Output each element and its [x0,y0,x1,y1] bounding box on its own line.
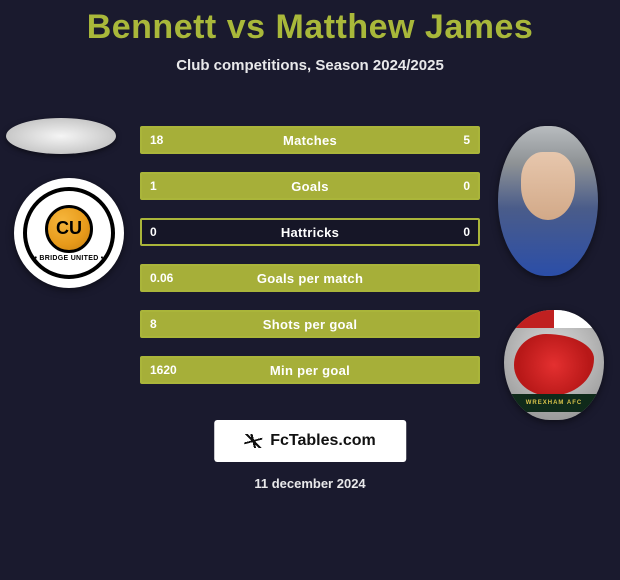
footer-date: 11 december 2024 [0,476,620,491]
stat-row: 10Goals [140,172,480,200]
stat-row: 1620Min per goal [140,356,480,384]
comparison-card: Bennett vs Matthew James Club competitio… [0,0,620,580]
player-photo-right [498,126,598,276]
brand-badge: FcTables.com [214,420,406,462]
stat-label: Goals per match [142,266,478,290]
subtitle: Club competitions, Season 2024/2025 [0,57,620,74]
club-logo-right: WREXHAM AFC [504,310,604,420]
stat-label: Shots per goal [142,312,478,336]
club-band-right: WREXHAM AFC [504,394,604,412]
club-initials-left: CU [45,205,93,253]
stat-label: Goals [142,174,478,198]
club-ribbon-left: • BRIDGE UNITED • [34,255,103,262]
brand-label: FcTables.com [270,432,376,450]
club-logo-left: CU • BRIDGE UNITED • [14,178,124,288]
stat-row: 0.06Goals per match [140,264,480,292]
stat-row: 185Matches [140,126,480,154]
stat-label: Hattricks [142,220,478,244]
stat-row: 00Hattricks [140,218,480,246]
stat-row: 8Shots per goal [140,310,480,338]
page-title: Bennett vs Matthew James [0,8,620,47]
stat-label: Matches [142,128,478,152]
stats-table: 185Matches 10Goals 00Hattricks 0.06Goals pe… [140,126,480,402]
player-photo-left [6,118,116,154]
stat-label: Min per goal [142,358,478,382]
chart-icon [244,434,262,448]
